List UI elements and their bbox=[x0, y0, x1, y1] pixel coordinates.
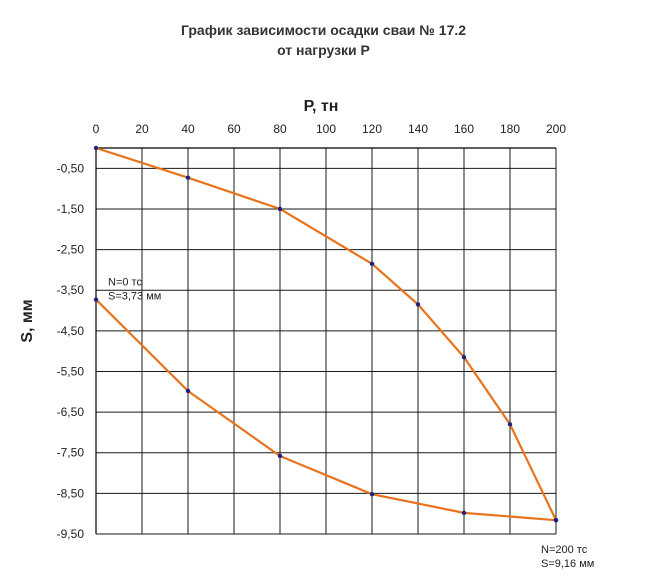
chart-title: График зависимости осадки сваи № 17.2 от… bbox=[0, 20, 647, 60]
x-tick-labels: 0 20 40 60 80 100 120 140 160 180 200 bbox=[93, 122, 567, 136]
x-tick-label: 80 bbox=[273, 122, 287, 136]
data-point bbox=[369, 261, 375, 266]
y-tick-label: -9,50 bbox=[57, 527, 85, 541]
series-line-1 bbox=[95, 146, 557, 521]
x-tick-label: 140 bbox=[408, 122, 428, 136]
data-point bbox=[553, 517, 559, 523]
y-tick-label: -1,50 bbox=[57, 202, 85, 216]
series-line-2 bbox=[95, 298, 557, 522]
data-point bbox=[277, 453, 283, 459]
y-tick-label: -8,50 bbox=[57, 486, 85, 500]
x-tick-label: 60 bbox=[227, 122, 241, 136]
y-tick-label: -6,50 bbox=[57, 405, 85, 419]
x-tick-label: 20 bbox=[135, 122, 149, 136]
x-tick-label: 160 bbox=[454, 122, 474, 136]
x-tick-label: 180 bbox=[500, 122, 520, 136]
data-point bbox=[461, 510, 467, 516]
series-group bbox=[95, 146, 557, 522]
y-tick-label: -2,50 bbox=[57, 243, 85, 257]
grid-lines bbox=[95, 148, 557, 535]
x-tick-label: 0 bbox=[93, 122, 100, 136]
y-tick-label: -0,50 bbox=[57, 161, 85, 175]
y-tick-label: -4,50 bbox=[57, 324, 85, 338]
data-point bbox=[93, 297, 99, 302]
y-tick-label: -3,50 bbox=[57, 283, 85, 297]
annotation-1-line-1: N=0 тс bbox=[108, 277, 142, 289]
x-tick-label: 100 bbox=[316, 122, 336, 136]
y-tick-labels: -0,50 -1,50 -2,50 -3,50 -4,50 -5,50 -6,50 -7,50… bbox=[57, 161, 85, 541]
y-tick-label: -5,50 bbox=[57, 364, 85, 378]
chart-title-line-2: от нагрузки Р bbox=[277, 42, 370, 58]
x-tick-label: 120 bbox=[362, 122, 382, 136]
x-tick-label: 40 bbox=[181, 122, 195, 136]
data-point bbox=[369, 491, 375, 497]
data-point bbox=[507, 422, 513, 427]
data-point bbox=[415, 302, 421, 307]
data-point bbox=[277, 206, 283, 212]
y-axis-label: S, мм bbox=[19, 299, 36, 342]
data-point bbox=[461, 355, 467, 360]
data-point bbox=[185, 175, 191, 180]
annotation-2-line-1: N=200 тс bbox=[541, 544, 588, 556]
data-point bbox=[93, 145, 99, 151]
x-tick-label: 200 bbox=[546, 122, 566, 136]
data-markers bbox=[93, 145, 559, 523]
annotation-1-line-2: S=3,73 мм bbox=[108, 291, 161, 303]
data-point bbox=[185, 388, 191, 394]
annotation-2-line-2: S=9,16 мм bbox=[541, 558, 594, 570]
annotations: N=0 тс S=3,73 мм N=200 тс S=9,16 мм bbox=[108, 277, 594, 571]
y-tick-label: -7,50 bbox=[57, 446, 85, 460]
axes bbox=[95, 147, 556, 535]
chart-title-line-1: График зависимости осадки сваи № 17.2 bbox=[180, 22, 467, 38]
x-axis-label: Р, тн bbox=[304, 98, 339, 115]
